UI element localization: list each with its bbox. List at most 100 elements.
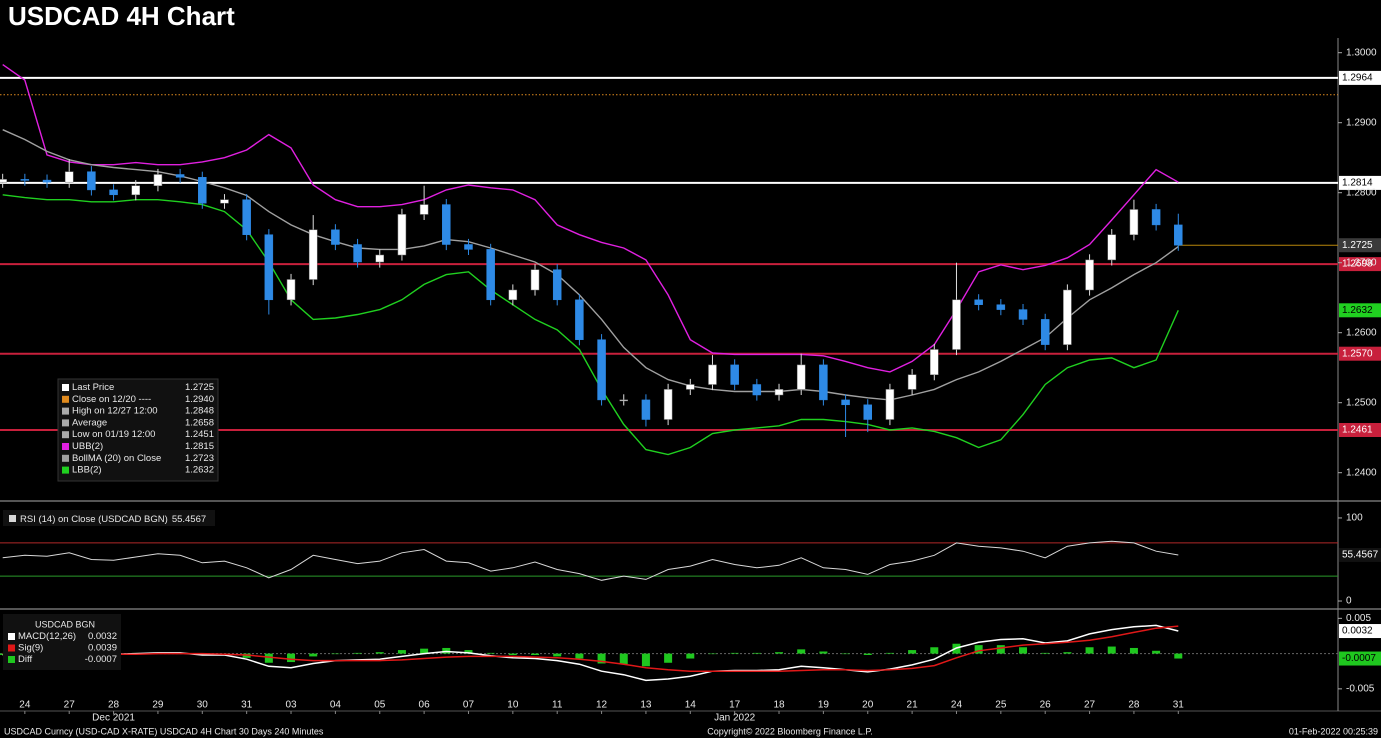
reference-label-bg [1339, 257, 1381, 272]
x-tick-label: 27 [64, 700, 76, 711]
y-tick-label: 1.3000 [1346, 47, 1377, 58]
legend-value: 1.2725 [185, 382, 214, 393]
diff-bar [553, 653, 562, 657]
legend-value: 1.2940 [185, 394, 214, 405]
diff-bar [775, 652, 784, 654]
reference-label-bg [1339, 175, 1381, 190]
diff-bar [686, 653, 695, 659]
candle-body [353, 244, 362, 263]
diff-bar [508, 653, 517, 656]
candle-body [1085, 259, 1094, 291]
candle-body [841, 399, 850, 406]
macd-value-label: -0.0007 [1342, 653, 1376, 664]
diff-bar [1041, 652, 1050, 654]
legend-label: Sig(9) [18, 643, 43, 654]
candle-body [885, 389, 895, 420]
legend-label: Last Price [72, 382, 114, 393]
diff-bar [531, 653, 540, 656]
candle-body [1174, 224, 1183, 246]
legend-swatch [8, 644, 15, 652]
y-tick-label: -0.005 [1346, 683, 1375, 694]
diff-bar [287, 653, 296, 663]
diff-bar [1129, 647, 1138, 654]
legend-value: -0.0007 [85, 654, 117, 665]
rsi-line [2, 540, 1179, 581]
legend-value: 1.2658 [185, 417, 214, 428]
candle-body [419, 204, 429, 215]
x-tick-label: 29 [152, 700, 164, 711]
legend-label: Close on 12/20 ---- [72, 394, 151, 405]
diff-bar [730, 652, 739, 654]
candle-body [708, 364, 717, 385]
band-line [2, 64, 1179, 373]
legend-label: Low on 01/19 12:00 [72, 429, 155, 440]
legend-swatch [62, 454, 69, 462]
band-line [2, 194, 1179, 456]
chart-title: USDCAD 4H Chart [8, 1, 235, 31]
x-tick-label: 04 [330, 700, 342, 711]
x-tick-label: 13 [640, 700, 652, 711]
legend-swatch [62, 419, 69, 427]
x-tick-label: 19 [818, 700, 830, 711]
x-tick-label: 18 [773, 700, 785, 711]
y-tick-label: 0 [1346, 596, 1352, 607]
diff-bar [309, 653, 318, 657]
x-tick-label: 24 [19, 700, 31, 711]
diff-bar [1107, 646, 1116, 654]
diff-bar [797, 649, 806, 654]
x-group-label: Dec 2021 [92, 713, 135, 724]
candle-body [286, 279, 296, 301]
x-tick-label: 20 [862, 700, 874, 711]
legend-swatch [62, 466, 69, 474]
candle-body [87, 171, 96, 191]
diff-bar [996, 645, 1005, 654]
candle-body [552, 269, 562, 301]
legend-swatch [62, 395, 69, 403]
diff-bar [619, 653, 628, 665]
x-tick-label: 31 [241, 700, 253, 711]
candle-body [442, 204, 451, 245]
candle-body [153, 174, 163, 186]
candle-body [198, 177, 207, 204]
candle-body [752, 384, 762, 396]
legend-box [57, 378, 219, 482]
band-label-bg [1339, 303, 1381, 318]
legend-label: LBB(2) [72, 465, 102, 476]
diff-bar [1152, 650, 1161, 654]
rsi-value-label: 55.4567 [1342, 550, 1379, 561]
diff-bar [1063, 652, 1072, 654]
candle-body [64, 171, 74, 183]
candle-body [175, 174, 185, 178]
legend-label: High on 12/27 12:00 [72, 406, 158, 417]
legend-value: 1.2848 [185, 406, 214, 417]
legend-label: BollMA (20) on Close [72, 453, 161, 464]
diff-bar [1085, 647, 1094, 654]
candle-body [109, 189, 118, 196]
diff-bar [1019, 647, 1028, 654]
candle-body [774, 389, 784, 396]
diff-bar [641, 653, 650, 667]
legend-value: 1.2815 [185, 441, 214, 452]
legend-value: 0.0032 [88, 631, 117, 642]
diff-bar [464, 650, 473, 654]
candle-body [796, 364, 806, 390]
macd-value-label: 0.0032 [1342, 626, 1373, 637]
y-tick-label: 100 [1346, 513, 1363, 524]
candle-body [686, 384, 695, 390]
diff-bar [863, 653, 872, 656]
x-tick-label: 05 [374, 700, 386, 711]
candle-body [952, 299, 961, 350]
footer-left: USDCAD Curncy (USD-CAD X-RATE) USDCAD 4H… [4, 726, 324, 736]
rsi-value-label-bg [1339, 547, 1381, 562]
candle-body [907, 374, 917, 390]
candle-body [974, 299, 983, 305]
reference-label: 1.2570 [1342, 348, 1373, 359]
candle-body [1151, 209, 1161, 226]
legend-box [3, 614, 121, 670]
legend-swatch [62, 443, 69, 450]
x-tick-label: 28 [108, 700, 120, 711]
y-tick-label: 1.2800 [1346, 187, 1377, 198]
footer-right: 01-Feb-2022 00:25:39 [1289, 726, 1378, 736]
